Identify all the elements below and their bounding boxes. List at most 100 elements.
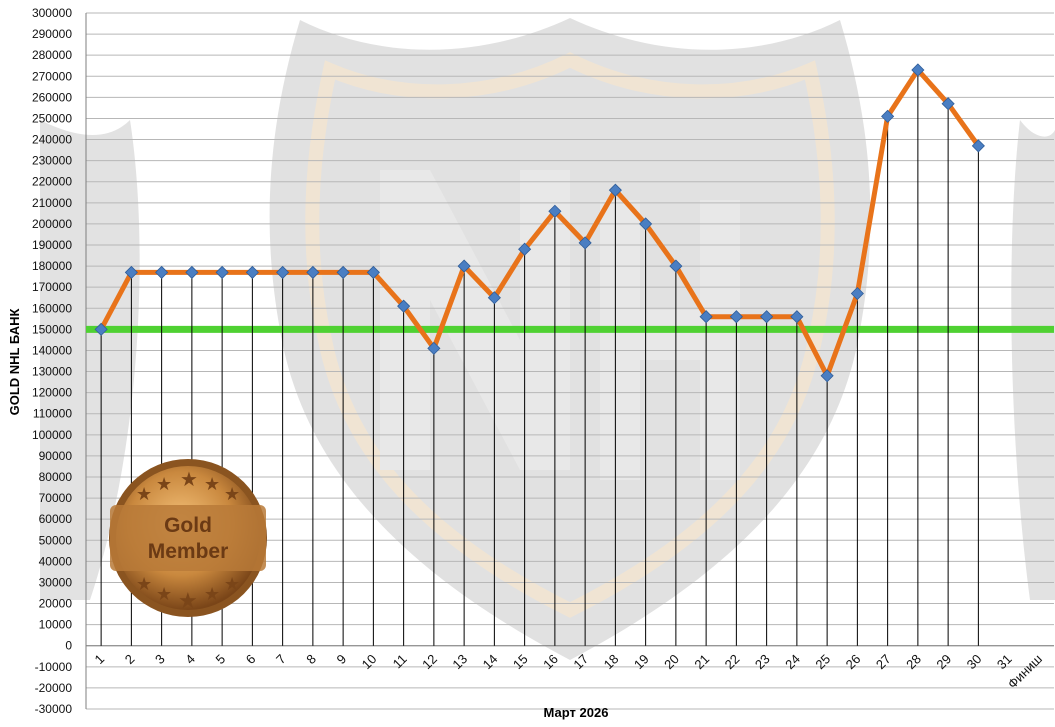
y-tick-label: 120000 [32,386,72,400]
data-point [971,139,985,153]
svg-text:★: ★ [224,574,240,594]
data-point [608,183,622,197]
data-point [639,217,653,231]
x-tick-label: 9 [334,651,350,667]
x-tick-label: 18 [601,651,622,672]
data-point [729,310,743,324]
y-tick-label: -20000 [35,681,73,695]
y-tick-labels: -30000 -20000 -10000 0 10000 20000 30000 40000 5… [32,6,72,716]
x-tick-label: 10 [359,651,380,672]
y-tick-label: 110000 [33,407,72,421]
x-tick-label: 19 [631,651,652,672]
x-axis-title: Март 2026 [544,705,609,720]
data-point [155,265,169,279]
x-tick-label: 6 [243,651,259,667]
y-tick-label: 60000 [39,512,73,526]
x-tick-label: 27 [873,651,894,672]
svg-text:★: ★ [156,584,172,604]
x-tick-label: 22 [722,651,743,672]
x-tick-label: 23 [752,651,773,672]
y-tick-label: 290000 [32,27,72,41]
x-tick-label: 20 [661,651,682,672]
data-point [366,265,380,279]
y-tick-label: 300000 [32,6,72,20]
x-tick-label: 5 [213,651,229,667]
x-tick-label: 2 [122,651,138,667]
y-tick-label: 100000 [32,428,72,442]
data-point [427,341,441,355]
data-point [820,369,834,383]
drop-lines [100,69,979,646]
svg-text:★: ★ [224,484,240,504]
y-tick-label: 170000 [32,280,72,294]
svg-text:★: ★ [204,584,220,604]
y-tick-label: 280000 [32,48,72,62]
y-tick-label: 50000 [39,533,73,547]
y-tick-label: -10000 [35,660,73,674]
data-point [185,265,199,279]
x-tick-label: 11 [390,651,410,671]
y-tick-label: 130000 [32,365,72,379]
x-tick-label: 13 [449,651,470,672]
data-point [276,265,290,279]
x-tick-label: 29 [933,651,954,672]
data-point [245,265,259,279]
badge-line2: Member [148,540,229,563]
data-point [487,291,501,305]
y-tick-label: 90000 [39,449,73,463]
y-tick-label: 10000 [39,618,73,632]
y-tick-label: 190000 [32,238,72,252]
x-tick-label: 26 [843,651,864,672]
x-tick-label: 16 [540,651,561,672]
data-point [548,204,562,218]
y-axis-title: GOLD NHL БАНК [7,309,22,416]
y-tick-label: 270000 [32,69,72,83]
svg-text:★: ★ [136,574,152,594]
x-tick-label: 14 [480,651,501,672]
y-tick-label: 140000 [32,343,72,357]
x-tick-label: 25 [812,651,833,672]
x-tick-label: 12 [419,651,440,672]
y-tick-label: 70000 [39,491,73,505]
gold-member-badge: ★ ★ ★ ★ ★ ★ ★ ★ ★ ★ Gold Member [109,459,267,617]
data-point [850,286,864,301]
y-tick-label: 80000 [39,470,73,484]
x-tick-label: 8 [303,651,319,667]
y-tick-label: -30000 [35,702,73,716]
data-point [397,299,411,313]
y-tick-label: 200000 [32,217,72,231]
data-point [94,322,108,336]
data-point [760,310,774,324]
y-tick-label: 0 [65,639,72,653]
data-point [941,97,955,111]
y-tick-label: 30000 [39,575,73,589]
data-point [306,265,320,279]
svg-text:★: ★ [136,484,152,504]
data-point [215,265,229,279]
y-tick-label: 230000 [32,154,72,168]
x-tick-label: Финиш [1005,651,1045,691]
x-tick-label: 24 [782,651,803,672]
y-tick-label: 40000 [39,554,73,568]
y-tick-label: 250000 [32,111,72,125]
badge-star-icons: ★ ★ ★ ★ ★ ★ ★ ★ ★ ★ [136,469,240,613]
y-tick-label: 260000 [32,90,72,104]
x-tick-label: 30 [964,651,985,672]
y-tick-label: 160000 [32,301,72,315]
x-tick-label: 4 [182,651,198,667]
axes [85,13,1054,709]
badge-line1: Gold [164,514,212,537]
data-point [336,265,350,279]
data-point [881,109,895,123]
svg-text:★: ★ [156,474,172,494]
x-tick-label: 21 [691,651,712,672]
y-tick-label: 20000 [39,597,73,611]
svg-text:★: ★ [180,469,198,491]
data-point [669,259,683,273]
data-point [457,259,471,273]
x-tick-label: 7 [273,651,289,667]
y-tick-label: 150000 [32,322,72,336]
data-point [699,310,713,324]
